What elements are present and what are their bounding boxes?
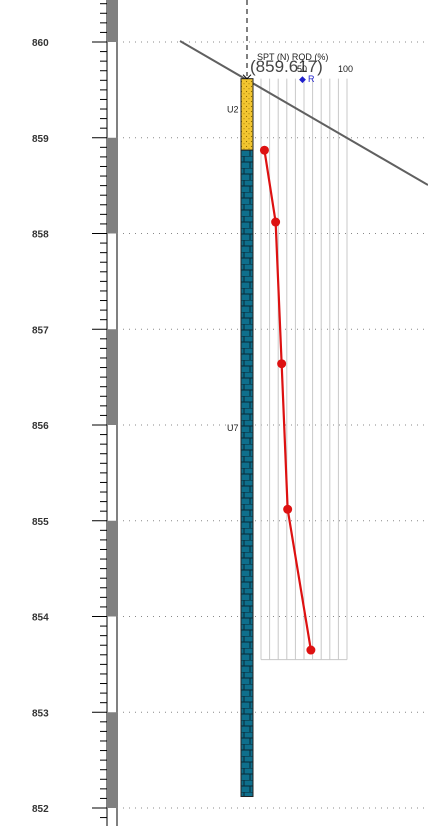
elevation-gray-block xyxy=(107,520,117,617)
borehole-top-marker xyxy=(242,74,252,80)
legend-marker-icon: ◆ xyxy=(299,75,306,85)
elevation-gray-block xyxy=(107,0,117,42)
spt-data-point xyxy=(259,145,269,155)
elevation-axis: 860 859 858 857 856 855 854 853 852 xyxy=(32,0,118,826)
layer-label-u7: U7 xyxy=(227,423,239,433)
elevation-label: 853 xyxy=(32,708,49,719)
elevation-gray-block xyxy=(107,137,117,234)
ground-surface-line xyxy=(179,40,428,186)
elevation-label: 858 xyxy=(32,230,49,241)
elevation-label: 855 xyxy=(32,517,49,528)
elevation-label: 857 xyxy=(32,325,49,336)
spt-data-point xyxy=(306,645,316,655)
legend-label: R xyxy=(308,74,315,84)
spt-series xyxy=(259,145,316,655)
spt-data-point xyxy=(277,359,287,369)
top-coordinate-label: (859.617) xyxy=(250,57,323,76)
elevation-label: 856 xyxy=(32,421,49,432)
layer-label-u2: U2 xyxy=(227,104,239,114)
layer-u2 xyxy=(240,78,254,151)
elevation-label: 852 xyxy=(32,804,49,815)
spt-data-point xyxy=(283,504,293,514)
borehole-column: U2 U7 xyxy=(227,74,254,798)
test-panel xyxy=(260,78,348,661)
panel-tick-100: 100 xyxy=(338,64,353,74)
elevation-label: 859 xyxy=(32,134,49,145)
panel-tick-50: 50 xyxy=(297,64,307,74)
panel-header: SPT (N) RQD (%) xyxy=(257,52,328,62)
layer-u7 xyxy=(240,149,254,798)
elevation-gray-block xyxy=(107,712,117,808)
elevation-gray-block xyxy=(107,329,117,425)
elevation-label: 854 xyxy=(32,613,49,624)
spt-data-point xyxy=(271,217,281,227)
elevation-label: 860 xyxy=(32,38,49,49)
